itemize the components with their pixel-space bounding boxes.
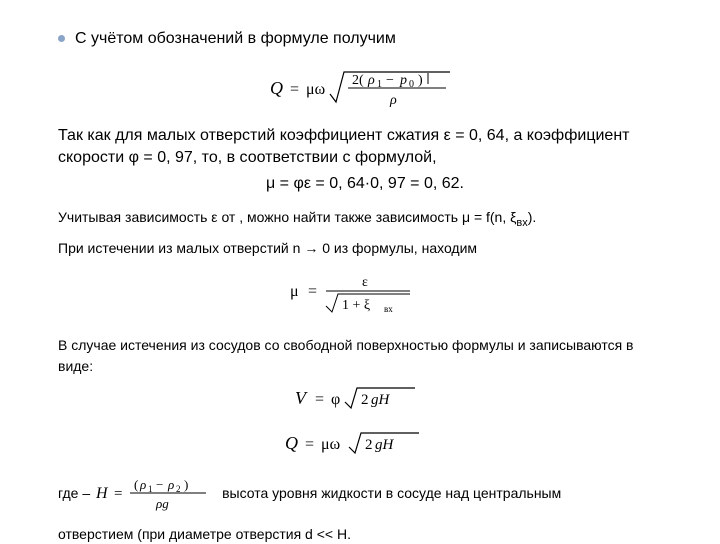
svg-text:=: = [305,436,314,453]
svg-text:Q: Q [270,78,283,98]
heading-text: С учётом обозначений в формуле получим [75,28,396,50]
svg-text:gH: gH [371,392,391,408]
svg-text:вх: вх [384,304,393,314]
formula-q2: Q = μω 2 gH [58,427,672,462]
where-row: где – H = ( ρ 1 − ρ 2 ) ρg высота уровня… [58,472,672,514]
where-post: высота уровня жидкости в сосуде над цент… [222,485,561,501]
svg-text:ρ: ρ [389,93,397,108]
svg-text:2: 2 [176,484,181,494]
bullet-dot [58,35,65,42]
svg-text:gH: gH [375,437,395,453]
svg-text:ρ: ρ [139,477,146,492]
formula-q: Q = μω 2( ρ 1 − p 0 ) ρ [58,64,672,115]
para-2-sub: вх [516,217,527,229]
svg-text:1 + ξ: 1 + ξ [342,298,370,313]
where-pre: где – [58,485,90,501]
para-2-a: Учитывая зависимость ε от , можно найти … [58,209,516,225]
svg-text:μω: μω [306,81,325,98]
heading-row: С учётом обозначений в формуле получим [58,28,672,50]
para-4: В случае истечения из сосудов со свободн… [58,335,672,376]
svg-text:(: ( [134,477,138,492]
svg-text:Q: Q [285,433,298,453]
formula-v: V = φ 2 gH [58,382,672,417]
svg-text:2: 2 [361,392,369,408]
svg-text:=: = [308,283,317,300]
svg-text:−: − [386,73,394,88]
formula-h: H = ( ρ 1 − ρ 2 ) ρg [96,472,216,514]
svg-text:V: V [295,388,308,408]
svg-text:=: = [114,486,122,502]
calc-line: μ = φε = 0, 64·0, 97 = 0, 62. [58,175,672,193]
where-line2: отверстием (при диаметре отверстия d << … [58,524,672,544]
svg-text:μ: μ [290,283,299,300]
svg-text:1: 1 [148,484,153,494]
svg-text:ρ: ρ [367,73,375,88]
svg-text:0: 0 [409,79,414,90]
svg-text:=: = [290,81,299,98]
para-1: Так как для малых отверстий коэффициент … [58,125,672,170]
svg-text:=: = [315,391,324,408]
svg-text:ε: ε [362,275,368,290]
para-2-end: ). [528,209,537,225]
formula-mu: μ = ε 1 + ξ вх [58,266,672,321]
svg-text:2: 2 [365,437,373,453]
svg-text:2(: 2( [352,73,364,88]
para-2: Учитывая зависимость ε от , можно найти … [58,207,672,232]
svg-text:p: p [399,73,407,88]
svg-text:φ: φ [331,391,340,408]
svg-text:): ) [184,477,188,492]
para-3: При истечении из малых отверстий n → 0 и… [58,238,672,258]
svg-text:ρ: ρ [167,477,174,492]
svg-text:−: − [156,477,163,492]
svg-text:H: H [95,485,109,502]
svg-text:): ) [418,73,423,88]
svg-text:μω: μω [321,436,340,453]
svg-text:ρg: ρg [155,496,169,511]
svg-text:1: 1 [377,79,382,90]
